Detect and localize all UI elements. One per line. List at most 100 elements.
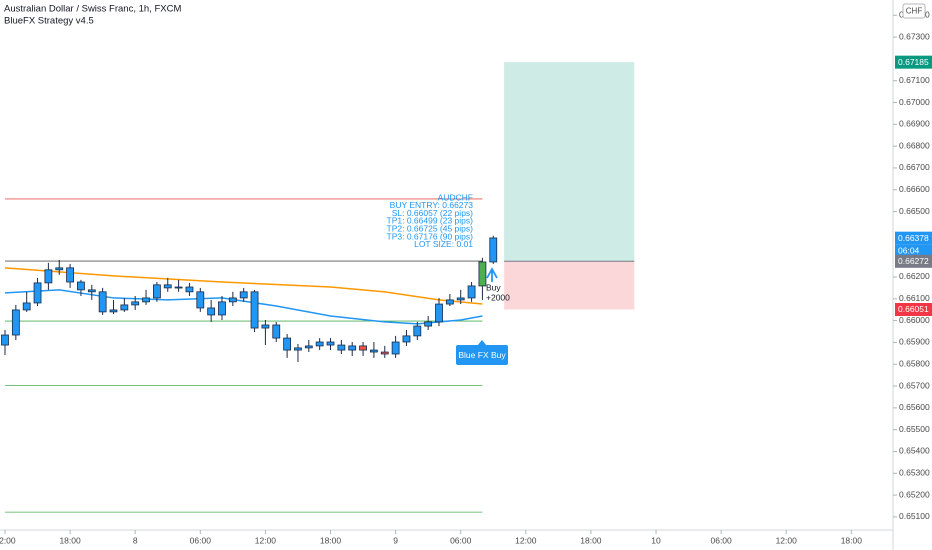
currency-box[interactable]	[902, 3, 926, 19]
price-badge-label: 0.66272	[898, 256, 929, 266]
trade-text: +2000	[486, 292, 510, 302]
x-tick-label: 06:00	[450, 535, 472, 545]
candle-body	[163, 284, 172, 289]
candle-body	[55, 267, 64, 271]
candle-body	[445, 299, 454, 305]
candle-body	[478, 261, 487, 287]
countdown: 06:04	[898, 245, 920, 255]
price-badge-label: 0.66378	[898, 233, 929, 243]
y-tick-label: 0.65900	[899, 337, 930, 347]
y-tick-label: 0.65100	[899, 511, 930, 521]
info-line: LOT SIZE: 0.01	[414, 239, 473, 249]
profit-zone	[504, 62, 635, 262]
candle-body	[98, 291, 107, 313]
info-line: SL: 0.66057 (22 pips)	[392, 208, 473, 218]
candle-body	[185, 286, 194, 293]
price-badge	[895, 231, 932, 245]
candle-body	[218, 301, 226, 316]
y-tick-label: 0.66700	[899, 162, 930, 172]
candle-body	[402, 335, 411, 343]
x-tick-label: 18:00	[320, 535, 342, 545]
y-tick-label: 0.65200	[899, 489, 930, 499]
x-tick-label: 06:00	[710, 535, 732, 545]
candle-body	[33, 282, 42, 304]
candle-body	[467, 285, 476, 299]
info-line: TP1: 0.66499 (23 pips)	[387, 216, 474, 226]
price-badge-label: 0.67185	[898, 57, 929, 67]
candle-body	[142, 297, 150, 303]
signal-label: Blue FX Buy	[458, 350, 506, 360]
candle-body	[66, 267, 74, 283]
buy-arrow	[486, 267, 498, 282]
candle-body	[152, 284, 161, 299]
candle-body	[456, 297, 465, 301]
candle-body	[348, 345, 357, 351]
candle-body	[489, 237, 498, 263]
x-tick-label: 06:00	[190, 535, 212, 545]
candle-body	[120, 304, 129, 311]
trade-text: Buy	[486, 282, 501, 292]
loss-zone	[504, 261, 635, 310]
x-tick-label: 12:00	[776, 535, 798, 545]
indicator-name: BlueFX Strategy v4.5	[4, 16, 94, 27]
candle-body	[359, 345, 367, 351]
candle-body	[1, 334, 9, 346]
y-tick-label: 0.66600	[899, 184, 930, 194]
x-tick-label: 18:00	[841, 535, 863, 545]
y-tick-label: 0.65800	[899, 358, 930, 368]
candle-body	[131, 301, 140, 306]
candle-body	[326, 341, 335, 346]
y-tick-label: 0.65300	[899, 468, 930, 478]
y-tick-label: 0.65500	[899, 424, 930, 434]
candle-body	[207, 307, 216, 316]
price-badge	[895, 302, 932, 316]
price-badge	[895, 55, 932, 69]
y-tick-label: 0.67100	[899, 75, 930, 85]
candle-body	[304, 345, 313, 349]
candle-body	[196, 291, 205, 309]
x-tick-label: 12:00	[255, 535, 277, 545]
signal-pointer	[477, 340, 487, 346]
signal-box	[456, 345, 508, 365]
x-tick-label: 18:00	[59, 535, 81, 545]
candle-body	[294, 347, 302, 351]
countdown-badge	[895, 244, 932, 257]
candle-body	[239, 291, 248, 299]
currency[interactable]: CHF	[906, 7, 923, 16]
x-tick-label: 18:00	[580, 535, 602, 545]
x-tick-label: 12:00	[0, 535, 16, 545]
candle-body	[370, 349, 378, 353]
price-badge	[895, 254, 932, 268]
candle-body	[228, 297, 237, 303]
info-line: BUY ENTRY: 0.66273	[390, 200, 474, 210]
price-badge-label: 0.66051	[898, 304, 929, 314]
info-line: AUDCHF	[438, 192, 473, 202]
candle-body	[424, 321, 433, 327]
y-tick-label: 0.67300	[899, 31, 930, 41]
candle-body	[174, 286, 183, 289]
candle-body	[337, 344, 346, 351]
candle-body	[283, 337, 292, 351]
candle-body	[391, 341, 400, 355]
candle-body	[380, 351, 389, 355]
candle-body	[272, 324, 281, 339]
candle-body	[413, 325, 422, 337]
candle-body	[22, 302, 31, 311]
x-tick-label: 12:00	[515, 535, 537, 545]
y-tick-label: 0.67000	[899, 97, 930, 107]
y-tick-label: 0.66200	[899, 271, 930, 281]
y-tick-label: 0.66100	[899, 293, 930, 303]
candle-body	[11, 309, 20, 336]
info-line: TP2: 0.66725 (45 pips)	[387, 223, 474, 233]
y-tick-label: 0.65600	[899, 402, 930, 412]
candle-body	[435, 303, 443, 323]
candle-body	[315, 341, 324, 347]
y-tick-label: 0.66500	[899, 206, 930, 216]
info-line: TP3: 0.67176 (90 pips)	[387, 231, 474, 241]
candle-body	[261, 324, 270, 329]
candle-body	[44, 269, 53, 284]
candle-body	[87, 289, 96, 293]
